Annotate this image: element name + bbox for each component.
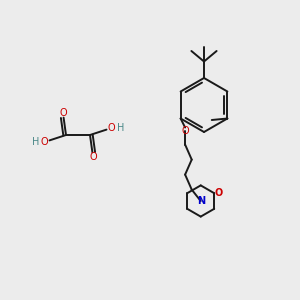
Text: O: O bbox=[59, 108, 67, 118]
Text: O: O bbox=[89, 152, 97, 162]
Text: H: H bbox=[32, 136, 39, 147]
Text: H: H bbox=[117, 123, 124, 134]
Text: O: O bbox=[181, 126, 189, 136]
Text: N: N bbox=[197, 196, 205, 206]
Text: O: O bbox=[108, 123, 116, 134]
Text: O: O bbox=[40, 136, 48, 147]
Text: O: O bbox=[214, 188, 223, 198]
